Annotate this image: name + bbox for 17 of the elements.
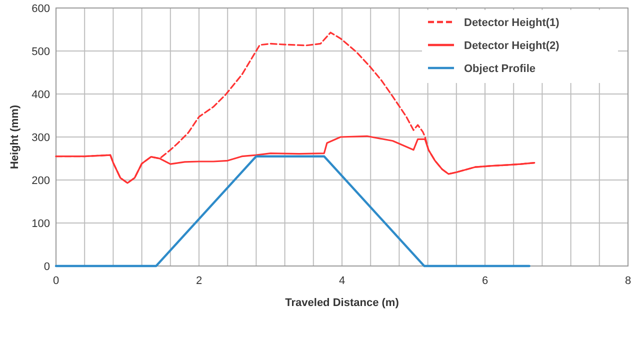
y-tick-label: 200 <box>32 175 50 187</box>
x-tick-label: 0 <box>52 275 60 287</box>
y-tick-label: 600 <box>32 3 50 15</box>
legend-label: Detector Height(1) <box>464 17 560 29</box>
x-tick-label: 2 <box>196 275 202 287</box>
x-tick-label: 8 <box>624 275 632 287</box>
legend-label: Object Profile <box>464 63 536 75</box>
x-tick-label: 4 <box>338 275 346 287</box>
legend-label: Detector Height(2) <box>464 40 560 52</box>
y-tick-label: 400 <box>32 89 50 101</box>
y-tick-label: 100 <box>32 218 50 230</box>
y-axis-title: Height (mm) <box>9 104 21 170</box>
y-tick-label: 500 <box>32 46 50 58</box>
x-axis-title: Traveled Distance (m) <box>285 297 400 309</box>
y-tick-label: 0 <box>44 261 50 273</box>
y-tick-label: 300 <box>32 132 50 144</box>
x-tick-label: 6 <box>482 275 488 287</box>
